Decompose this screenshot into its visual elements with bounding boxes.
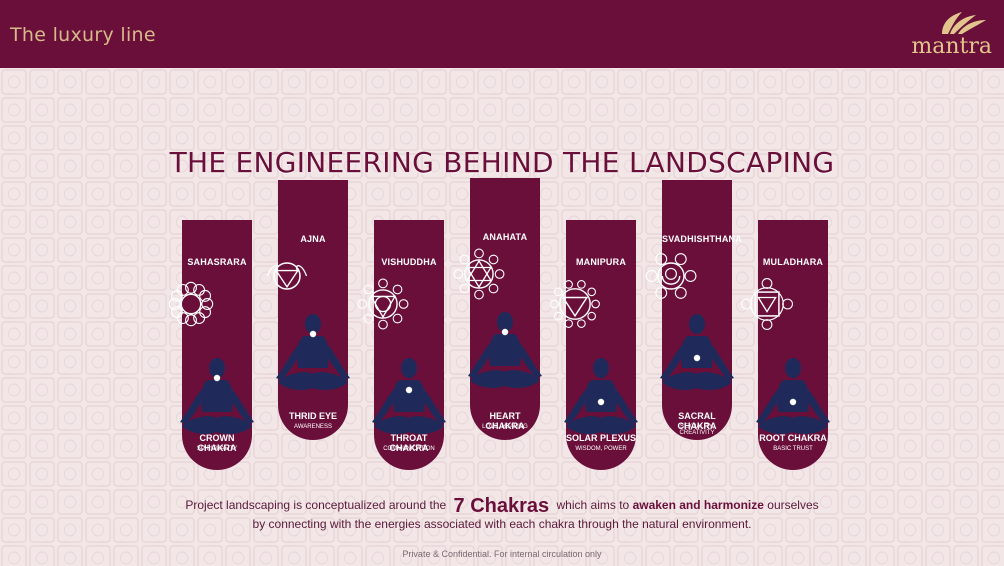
meditating-figure-icon	[172, 356, 262, 451]
meditating-figure-icon	[652, 312, 742, 407]
chakra-name: VISHUDDHA	[381, 257, 437, 267]
chakra-column-svadhishthana: SVADHISHTHANA SACRAL CHAKRA SEXUALITY, CRE…	[645, 180, 742, 440]
chakra-label: CROWN CHAKRA	[197, 433, 237, 453]
chakra-column-ajna: AJNA THRID EYE AWARENESS	[266, 180, 348, 440]
footer-note: Private & Confidential. For internal cir…	[402, 549, 602, 559]
chakra-name: SVADHISHTHANA	[662, 234, 742, 244]
header-bar: The luxury line mantra	[0, 0, 1004, 68]
description-line2: by connecting with the energies associat…	[252, 516, 752, 531]
chakra-label: SACRAL CHAKRA	[677, 411, 717, 431]
chakra-name: AJNA	[300, 234, 326, 244]
chakra-column-anahata: ANAHATA HEART CHAKRA LOVE, HEALING	[453, 178, 540, 440]
description-part1: Project landscaping is conceptualized ar…	[185, 498, 447, 512]
description-highlight: 7 Chakras	[453, 494, 550, 517]
description-emphasis: awaken and harmonize	[632, 498, 764, 512]
meditating-figure-icon	[556, 356, 646, 451]
description: Project landscaping is conceptualized ar…	[0, 496, 1004, 533]
chakra-name: MULADHARA	[762, 257, 824, 267]
chakra-sublabel: SPIRITUALITY	[196, 446, 238, 452]
logo-text: mantra	[911, 34, 992, 59]
chakra-label: ROOT CHAKRA	[759, 433, 827, 443]
chakra-sublabel: WISDOM, POWER	[575, 446, 627, 452]
chakra-sublabel: LOVE, HEALING	[482, 424, 528, 430]
chakra-label: SOLAR PLEXUS	[566, 433, 637, 443]
description-part3: ourselves	[767, 498, 819, 512]
page-title: THE ENGINEERING BEHIND THE LANDSCAPING	[169, 146, 835, 179]
chakra-label: THROAT CHAKRA	[389, 433, 429, 453]
chakra-sublabel: BASIC TRUST	[773, 446, 813, 452]
chakra-sublabel: COMMUNICATION	[383, 446, 435, 452]
meditating-figure-icon	[364, 356, 454, 451]
chakra-sublabel: SEXUALITY, CREATIVITY	[679, 424, 715, 436]
chakra-name: SAHASRARA	[187, 257, 247, 267]
chakra-sublabel: AWARENESS	[294, 424, 332, 430]
chakra-name: ANAHATA	[482, 232, 528, 242]
chakra-name: MANIPURA	[575, 257, 627, 267]
chakra-label: THRID EYE	[288, 411, 337, 421]
meditating-figure-icon	[748, 356, 838, 451]
meditating-figure-icon	[460, 310, 550, 405]
tagline: The luxury line	[10, 24, 156, 46]
description-part2: which aims to	[556, 498, 630, 512]
chakra-label: HEART CHAKRA	[485, 411, 525, 431]
mantra-logo-icon	[942, 12, 986, 34]
meditating-figure-icon	[268, 312, 358, 407]
